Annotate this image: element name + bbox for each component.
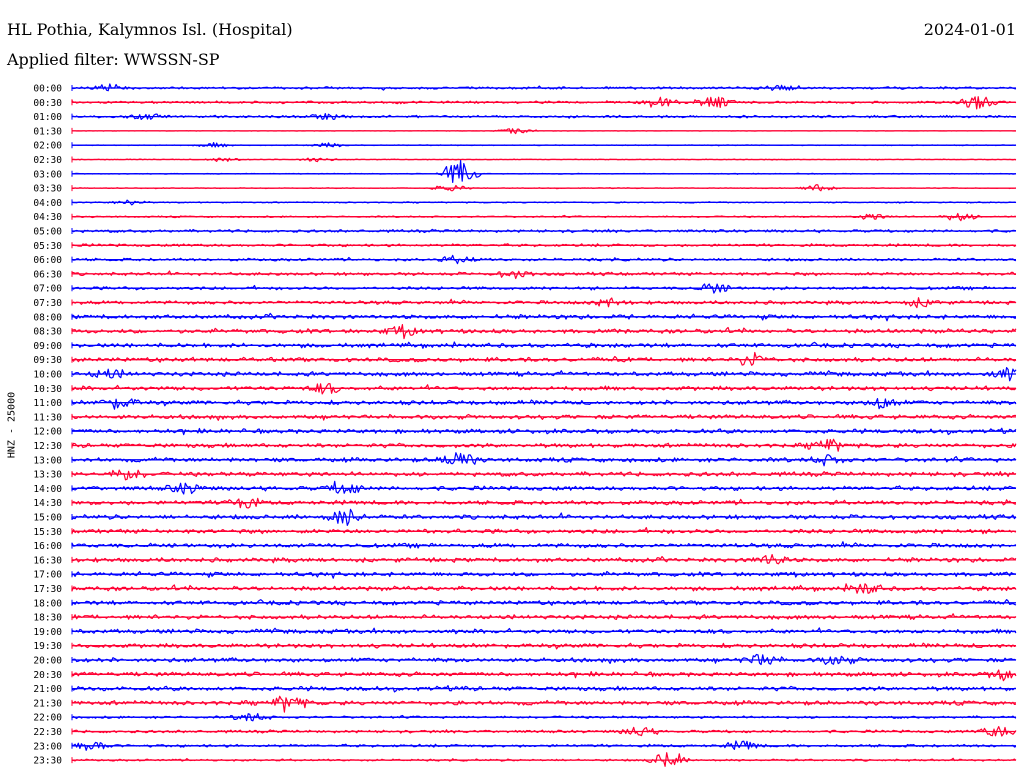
time-label: 09:00 [33,341,62,352]
seismic-trace [71,554,1017,565]
time-label: 12:00 [33,427,62,438]
time-label: 19:30 [33,641,62,652]
time-label: 09:30 [33,355,62,366]
time-label: 20:00 [33,656,62,667]
time-label: 22:00 [33,713,62,724]
time-label: 21:30 [33,698,62,709]
time-label: 17:00 [33,570,62,581]
time-label: 11:00 [33,398,62,409]
time-label: 18:00 [33,598,62,609]
time-label: 12:30 [33,441,62,452]
time-label: 07:00 [33,284,62,295]
seismic-trace [71,480,1017,495]
time-label: 05:00 [33,227,62,238]
time-label: 23:30 [33,756,62,767]
time-label: 03:00 [33,169,62,180]
time-label: 08:00 [33,312,62,323]
seismic-trace [71,541,1017,549]
date-label: 2024-01-01 [923,20,1016,39]
seismic-trace [71,160,1017,183]
time-label: 07:30 [33,298,62,309]
time-label: 00:00 [33,84,62,95]
time-label: 06:00 [33,255,62,266]
filter-label: Applied filter: WWSSN-SP [7,50,220,69]
seismic-trace [71,695,1017,713]
time-label: 10:30 [33,384,62,395]
time-label: 14:30 [33,498,62,509]
seismic-trace [71,669,1017,682]
time-label: 15:00 [33,513,62,524]
time-label: 14:00 [33,484,62,495]
time-label: 06:30 [33,269,62,280]
time-label: 20:30 [33,670,62,681]
time-label: 01:30 [33,126,62,137]
time-label: 15:30 [33,527,62,538]
seismic-trace [71,398,1017,410]
seismic-trace [71,469,1017,481]
time-label: 23:00 [33,741,62,752]
time-label: 02:30 [33,155,62,166]
time-label: 19:00 [33,627,62,638]
seismic-trace [71,270,1016,280]
time-label: 16:30 [33,555,62,566]
seismic-trace [71,497,1017,509]
time-label: 11:30 [33,412,62,423]
time-label: 05:30 [33,241,62,252]
time-label: 01:00 [33,112,62,123]
time-label: 08:30 [33,327,62,338]
time-label: 16:00 [33,541,62,552]
time-label: 21:00 [33,684,62,695]
time-label: 22:30 [33,727,62,738]
time-label: 10:00 [33,370,62,381]
time-label: 04:00 [33,198,62,209]
seismic-trace [71,351,1017,366]
time-label: 18:30 [33,613,62,624]
time-label: 17:30 [33,584,62,595]
time-label: 02:00 [33,141,62,152]
time-label: 13:30 [33,470,62,481]
station-title: HL Pothia, Kalymnos Isl. (Hospital) [7,20,293,39]
time-label: 04:30 [33,212,62,223]
time-label: 00:30 [33,98,62,109]
time-label: 13:00 [33,455,62,466]
time-label: 03:30 [33,184,62,195]
